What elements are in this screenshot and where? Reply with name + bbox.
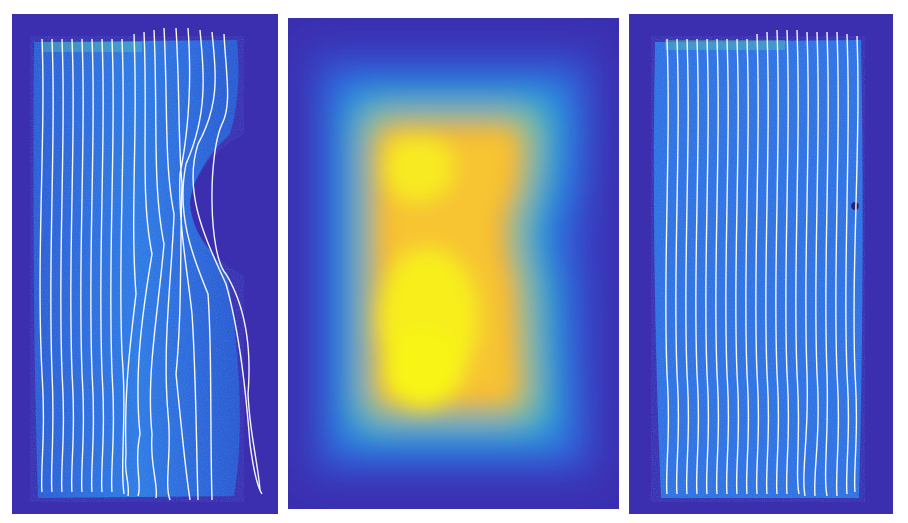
left-trajectories — [39, 27, 263, 501]
left-panel-canvas — [12, 14, 278, 514]
right-top-band — [665, 40, 785, 50]
right-dark-spot — [851, 202, 859, 210]
right-trajectories — [665, 29, 859, 497]
right-panel-canvas — [629, 14, 893, 514]
left-noise-texture — [30, 36, 244, 502]
middle-panel — [288, 18, 619, 509]
right-panel — [629, 14, 893, 514]
middle-panel-canvas — [288, 18, 619, 509]
middle-hotspots — [378, 134, 513, 408]
left-obstacle — [190, 134, 244, 276]
left-panel — [12, 14, 278, 514]
